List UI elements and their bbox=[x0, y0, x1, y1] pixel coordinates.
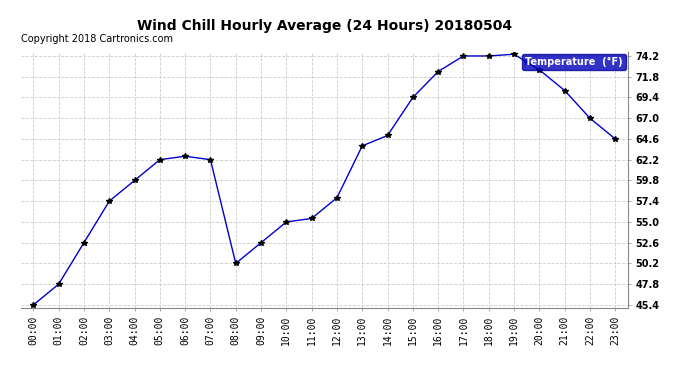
Text: Copyright 2018 Cartronics.com: Copyright 2018 Cartronics.com bbox=[21, 34, 172, 44]
Text: Wind Chill Hourly Average (24 Hours) 20180504: Wind Chill Hourly Average (24 Hours) 201… bbox=[137, 19, 512, 33]
Legend: Temperature  (°F): Temperature (°F) bbox=[522, 54, 626, 70]
